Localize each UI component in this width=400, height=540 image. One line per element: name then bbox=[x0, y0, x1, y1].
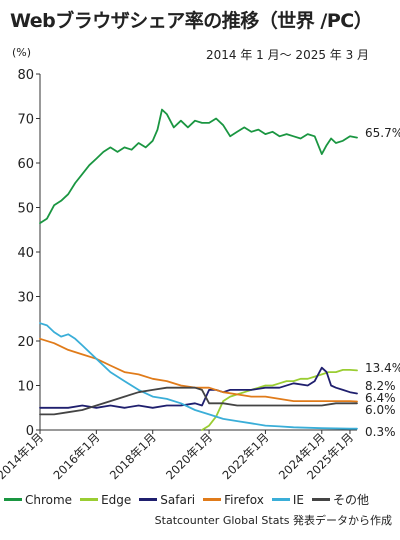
x-tick-label: 2020年1月 bbox=[163, 430, 215, 482]
y-axis-unit: (%) bbox=[12, 46, 32, 59]
series-line-Firefox bbox=[39, 337, 358, 403]
end-label-Safari: 8.2% bbox=[365, 379, 396, 393]
legend-swatch bbox=[203, 498, 222, 501]
series-line-Chrome bbox=[39, 108, 358, 225]
end-label-Chrome: 65.7% bbox=[365, 126, 400, 140]
y-tick-label: 70 bbox=[17, 113, 34, 128]
end-label-Edge: 13.4% bbox=[365, 361, 400, 375]
legend-label: Safari bbox=[160, 492, 196, 507]
x-tick-label: 2014年1月 bbox=[0, 430, 46, 482]
y-tick-label: 50 bbox=[17, 202, 34, 217]
legend-swatch bbox=[139, 498, 158, 501]
series-line-Edge bbox=[201, 368, 358, 431]
chart-title: Webブラウザシェア率の推移（世界 /PC） bbox=[10, 10, 373, 32]
legend-item-Safari: Safari bbox=[139, 493, 195, 507]
chart-period: 2014 年 1 月〜 2025 年 3 月 bbox=[206, 48, 370, 62]
end-label-その他: 6.0% bbox=[365, 403, 396, 417]
legend: Chrome Edge Safari Firefox IE その他 bbox=[4, 491, 400, 508]
y-tick-label: 80 bbox=[17, 68, 34, 83]
y-tick-label: 20 bbox=[17, 335, 34, 350]
x-tick-label: 2016年1月 bbox=[50, 430, 102, 482]
legend-item-その他: その他 bbox=[311, 491, 369, 508]
legend-item-IE: IE bbox=[271, 492, 304, 507]
legend-item-Chrome: Chrome bbox=[4, 493, 72, 507]
legend-label: Edge bbox=[101, 492, 132, 507]
legend-swatch bbox=[271, 498, 290, 501]
x-tick-label: 2018年1月 bbox=[107, 430, 159, 482]
end-label-Firefox: 6.4% bbox=[365, 391, 396, 405]
source-note: Statcounter Global Stats 発表データから作成 bbox=[154, 514, 392, 527]
end-labels: 65.7% 13.4% 8.2%6.4% 0.3% 6.0% bbox=[365, 126, 400, 439]
legend-swatch bbox=[4, 498, 22, 501]
x-tick-label: 2022年1月 bbox=[220, 430, 272, 482]
y-tick-label: 60 bbox=[17, 157, 34, 172]
y-tick-label: 0 bbox=[26, 424, 34, 439]
y-tick-label: 10 bbox=[17, 380, 34, 395]
y-tick-label: 40 bbox=[17, 246, 34, 261]
legend-label: その他 bbox=[332, 493, 369, 507]
legend-label: Chrome bbox=[25, 492, 73, 507]
end-label-IE: 0.3% bbox=[365, 425, 396, 439]
legend-label: Firefox bbox=[224, 492, 264, 507]
legend-label: IE bbox=[292, 492, 304, 507]
legend-item-Firefox: Firefox bbox=[203, 493, 264, 507]
y-tick-label: 30 bbox=[17, 291, 34, 306]
legend-item-Edge: Edge bbox=[80, 493, 131, 507]
series-line-その他 bbox=[39, 386, 358, 416]
legend-swatch bbox=[80, 498, 99, 501]
legend-swatch bbox=[311, 498, 330, 501]
series-lines bbox=[39, 108, 358, 431]
series-line-IE bbox=[39, 322, 358, 430]
